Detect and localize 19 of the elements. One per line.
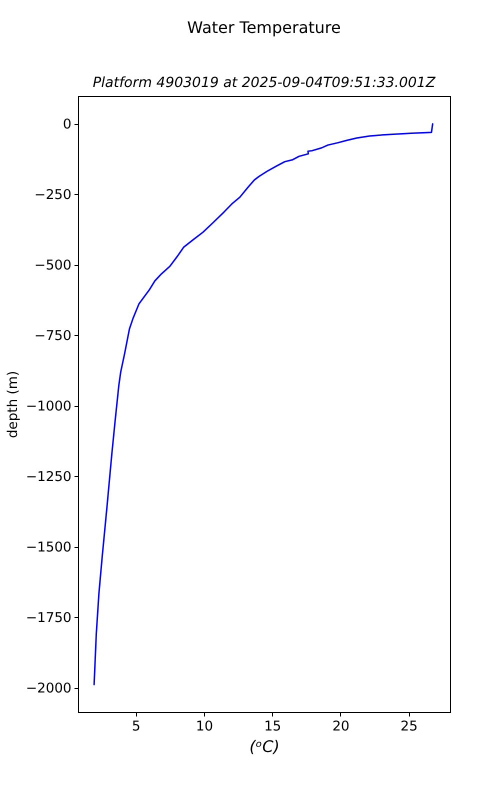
y-axis-title: depth (m) <box>4 370 21 438</box>
y-tick-label: 0 <box>62 116 72 132</box>
x-tick-label: 20 <box>332 718 350 734</box>
chart-subtitle: Platform 4903019 at 2025-09-04T09:51:33.001Z <box>92 75 436 91</box>
y-tick-label: −750 <box>34 328 72 344</box>
x-axis-title: (ᵒC) <box>249 737 280 756</box>
y-tick-label: −1000 <box>26 398 72 414</box>
y-tick-label: −500 <box>34 257 72 274</box>
y-tick-label: −1250 <box>26 468 72 485</box>
x-tick-label: 10 <box>196 718 214 734</box>
chart-title: Water Temperature <box>187 18 341 37</box>
x-tick-label: 5 <box>132 718 141 734</box>
y-tick-label: −250 <box>34 186 72 203</box>
y-tick-label: −2000 <box>26 680 72 696</box>
line-series <box>93 123 434 686</box>
x-tick-label: 15 <box>264 718 282 734</box>
y-tick-label: −1750 <box>26 610 72 626</box>
x-tick-label: 25 <box>400 718 418 734</box>
y-tick-label: −1500 <box>26 539 72 556</box>
